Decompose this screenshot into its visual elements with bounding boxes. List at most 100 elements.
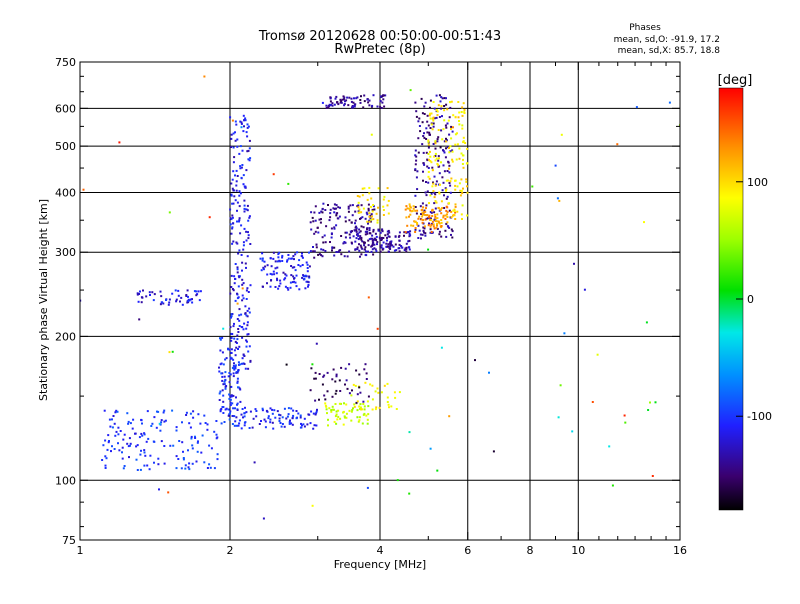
- data-point: [395, 408, 398, 410]
- data-point: [324, 398, 327, 401]
- data-point: [104, 455, 107, 458]
- data-point: [279, 414, 282, 417]
- data-point: [281, 416, 284, 419]
- data-point: [437, 136, 440, 139]
- data-point: [456, 143, 459, 146]
- data-point: [440, 105, 443, 108]
- data-point: [338, 402, 341, 405]
- data-point: [160, 440, 163, 443]
- data-point: [187, 300, 190, 303]
- data-point: [277, 287, 280, 290]
- data-point: [423, 231, 425, 234]
- data-point: [434, 207, 437, 210]
- data-point: [361, 422, 364, 425]
- data-point: [315, 342, 318, 345]
- data-point: [132, 418, 135, 421]
- data-point: [444, 156, 447, 159]
- data-point: [236, 380, 239, 383]
- data-point: [235, 169, 238, 172]
- data-point: [354, 222, 356, 225]
- data-point: [461, 114, 464, 117]
- data-point: [230, 351, 233, 354]
- data-point: [422, 151, 425, 154]
- data-point: [416, 222, 418, 224]
- data-point: [439, 146, 442, 149]
- data-point: [263, 418, 266, 421]
- data-point: [463, 112, 466, 114]
- data-point: [143, 451, 146, 454]
- data-point: [117, 426, 120, 429]
- data-point: [229, 116, 232, 119]
- data-point: [345, 379, 348, 382]
- data-point: [448, 182, 451, 184]
- data-point: [248, 427, 251, 429]
- data-point: [348, 219, 351, 222]
- data-point: [235, 180, 238, 183]
- data-point: [245, 230, 248, 233]
- data-point: [345, 412, 348, 415]
- data-point: [237, 369, 240, 371]
- data-point: [355, 401, 358, 404]
- data-point: [433, 211, 436, 214]
- data-point: [434, 159, 437, 162]
- data-point: [153, 416, 156, 419]
- data-point: [435, 226, 438, 229]
- data-point: [244, 117, 247, 120]
- data-point: [348, 363, 351, 366]
- data-point: [425, 138, 428, 140]
- data-point: [318, 373, 321, 375]
- data-point: [360, 95, 362, 98]
- data-point: [427, 146, 430, 149]
- data-point: [400, 245, 403, 247]
- data-point: [366, 486, 369, 489]
- data-point: [351, 230, 353, 233]
- data-point: [436, 223, 438, 225]
- data-point: [221, 379, 224, 382]
- data-point: [131, 427, 134, 430]
- data-point: [367, 222, 369, 225]
- data-point: [335, 373, 338, 376]
- data-point: [280, 425, 283, 428]
- data-point: [368, 227, 371, 230]
- data-point: [432, 125, 435, 128]
- data-point: [197, 413, 200, 416]
- data-point: [356, 195, 359, 197]
- data-point: [405, 205, 408, 208]
- data-point: [320, 248, 323, 251]
- data-point: [342, 242, 345, 245]
- data-point: [305, 261, 308, 264]
- data-point: [233, 322, 235, 325]
- data-point: [234, 131, 236, 134]
- data-point: [266, 273, 269, 276]
- data-point: [388, 245, 391, 248]
- data-point: [591, 401, 594, 403]
- data-point: [446, 195, 449, 198]
- data-point: [300, 422, 302, 425]
- data-point: [309, 250, 312, 253]
- data-point: [222, 412, 225, 414]
- data-point: [243, 412, 246, 415]
- data-point: [215, 420, 218, 422]
- data-point: [322, 248, 325, 251]
- data-point: [301, 264, 304, 266]
- data-point: [234, 366, 237, 369]
- data-point: [246, 287, 249, 290]
- data-point: [409, 230, 412, 233]
- data-point: [291, 423, 294, 426]
- data-point: [408, 239, 411, 242]
- data-point: [398, 239, 401, 242]
- phase-stats-o: mean, sd,O: -91.9, 17.2: [614, 35, 720, 45]
- data-point: [273, 273, 276, 276]
- data-point: [330, 227, 333, 230]
- data-point: [163, 409, 166, 412]
- data-point: [210, 447, 213, 450]
- data-point: [237, 386, 239, 389]
- data-point: [150, 425, 153, 427]
- data-point: [432, 190, 435, 193]
- data-point: [414, 228, 417, 231]
- data-point: [140, 301, 143, 304]
- data-point: [126, 412, 129, 415]
- data-point: [245, 169, 248, 172]
- data-point: [229, 404, 232, 406]
- data-point: [445, 147, 447, 150]
